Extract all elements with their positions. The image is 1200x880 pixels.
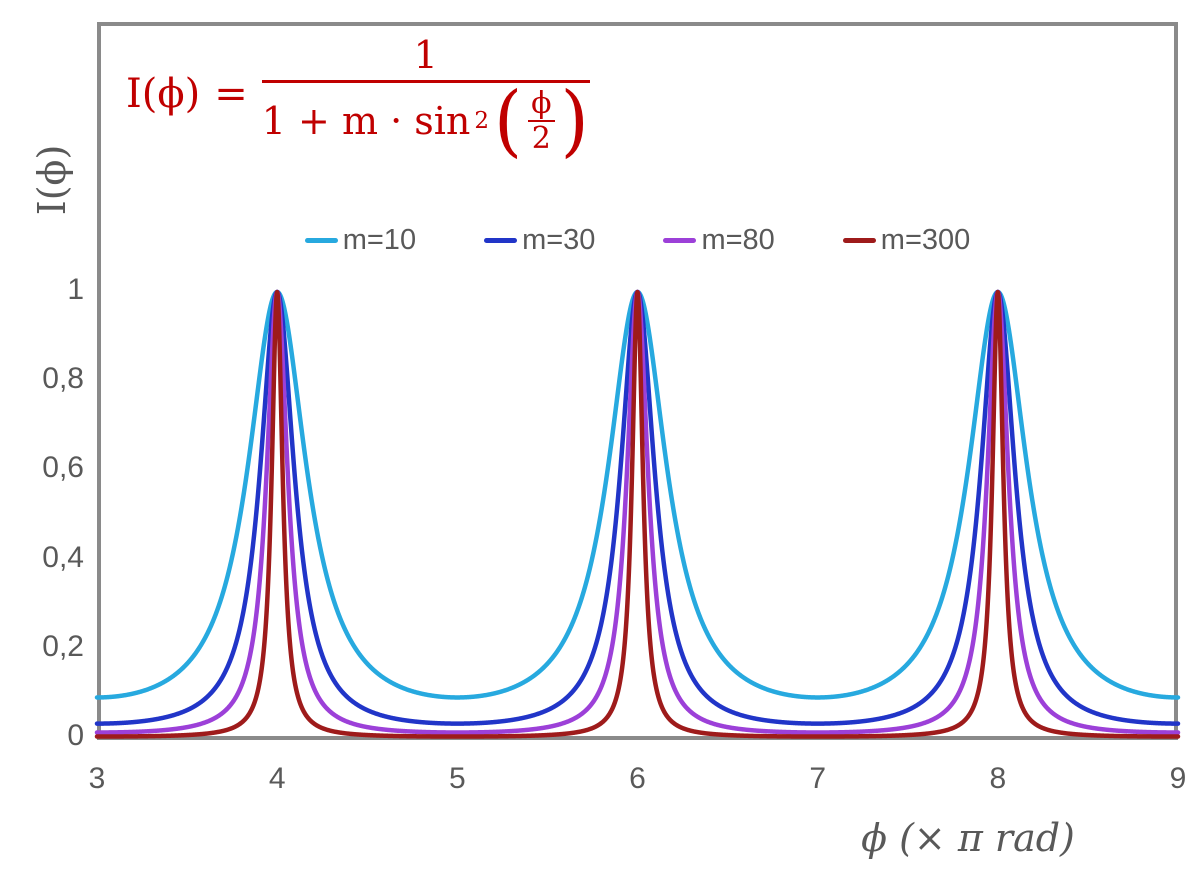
formula-equals-sign: = — [214, 71, 248, 118]
legend-label: m=10 — [342, 224, 417, 256]
x-tick-label: 6 — [629, 762, 646, 795]
legend-label: m=30 — [522, 224, 596, 256]
x-tick-label: 8 — [989, 762, 1007, 795]
x-tick-label: 7 — [809, 762, 826, 795]
x-tick-label: 9 — [1169, 762, 1187, 795]
plot-frame — [97, 22, 1178, 740]
legend-swatch-icon — [484, 238, 518, 243]
x-tick-label: 5 — [448, 762, 466, 795]
x-tick-label: 4 — [268, 762, 286, 795]
formula-close-paren: ) — [560, 74, 589, 166]
formula-inner-numerator: ϕ — [528, 87, 555, 122]
series-curve-m-300 — [94, 289, 1181, 739]
formula-denominator: 1 + m · sin 2 ( ϕ 2 ) — [261, 74, 589, 166]
legend-swatch-icon — [304, 238, 338, 243]
formula-inner-fraction: ϕ 2 — [528, 87, 555, 156]
formula-denominator-prefix: 1 + m · sin — [261, 98, 471, 143]
legend-item-m-30: m=30 — [484, 224, 595, 257]
y-tick-label: 0,8 — [42, 362, 84, 396]
legend-swatch-icon — [663, 238, 697, 243]
legend-item-m-80: m=80 — [663, 224, 775, 257]
formula-open-paren: ( — [494, 74, 523, 166]
legend-label: m=80 — [701, 224, 775, 256]
y-axis-title: I(ϕ) — [30, 144, 74, 216]
legend-item-m-10: m=10 — [304, 224, 417, 257]
formula-title: I(ϕ) = 1 1 + m · sin 2 ( ϕ 2 ) — [126, 33, 590, 166]
formula-fraction: 1 1 + m · sin 2 ( ϕ 2 ) — [261, 33, 590, 166]
y-tick-label: 0,4 — [42, 540, 84, 574]
legend: m=10 m=30 m=80 m=300 — [97, 224, 1178, 257]
legend-item-m-300: m=300 — [842, 224, 971, 257]
formula-lhs: I(ϕ) — [126, 71, 201, 118]
legend-label: m=300 — [880, 224, 971, 256]
formula-inner-denominator: 2 — [531, 120, 551, 156]
y-tick-label: 0 — [67, 719, 84, 752]
series-curve-m-80 — [94, 289, 1181, 735]
y-tick-label: 0,6 — [42, 451, 84, 485]
x-tick-label: 3 — [88, 762, 106, 795]
legend-swatch-icon — [842, 238, 876, 243]
y-tick-label: 1 — [67, 273, 84, 306]
x-axis-title: ϕ (× π rad) — [861, 816, 1075, 860]
formula-numerator: 1 — [261, 33, 590, 83]
y-tick-label: 0,2 — [42, 629, 84, 663]
series-curve-m-30 — [94, 289, 1181, 726]
